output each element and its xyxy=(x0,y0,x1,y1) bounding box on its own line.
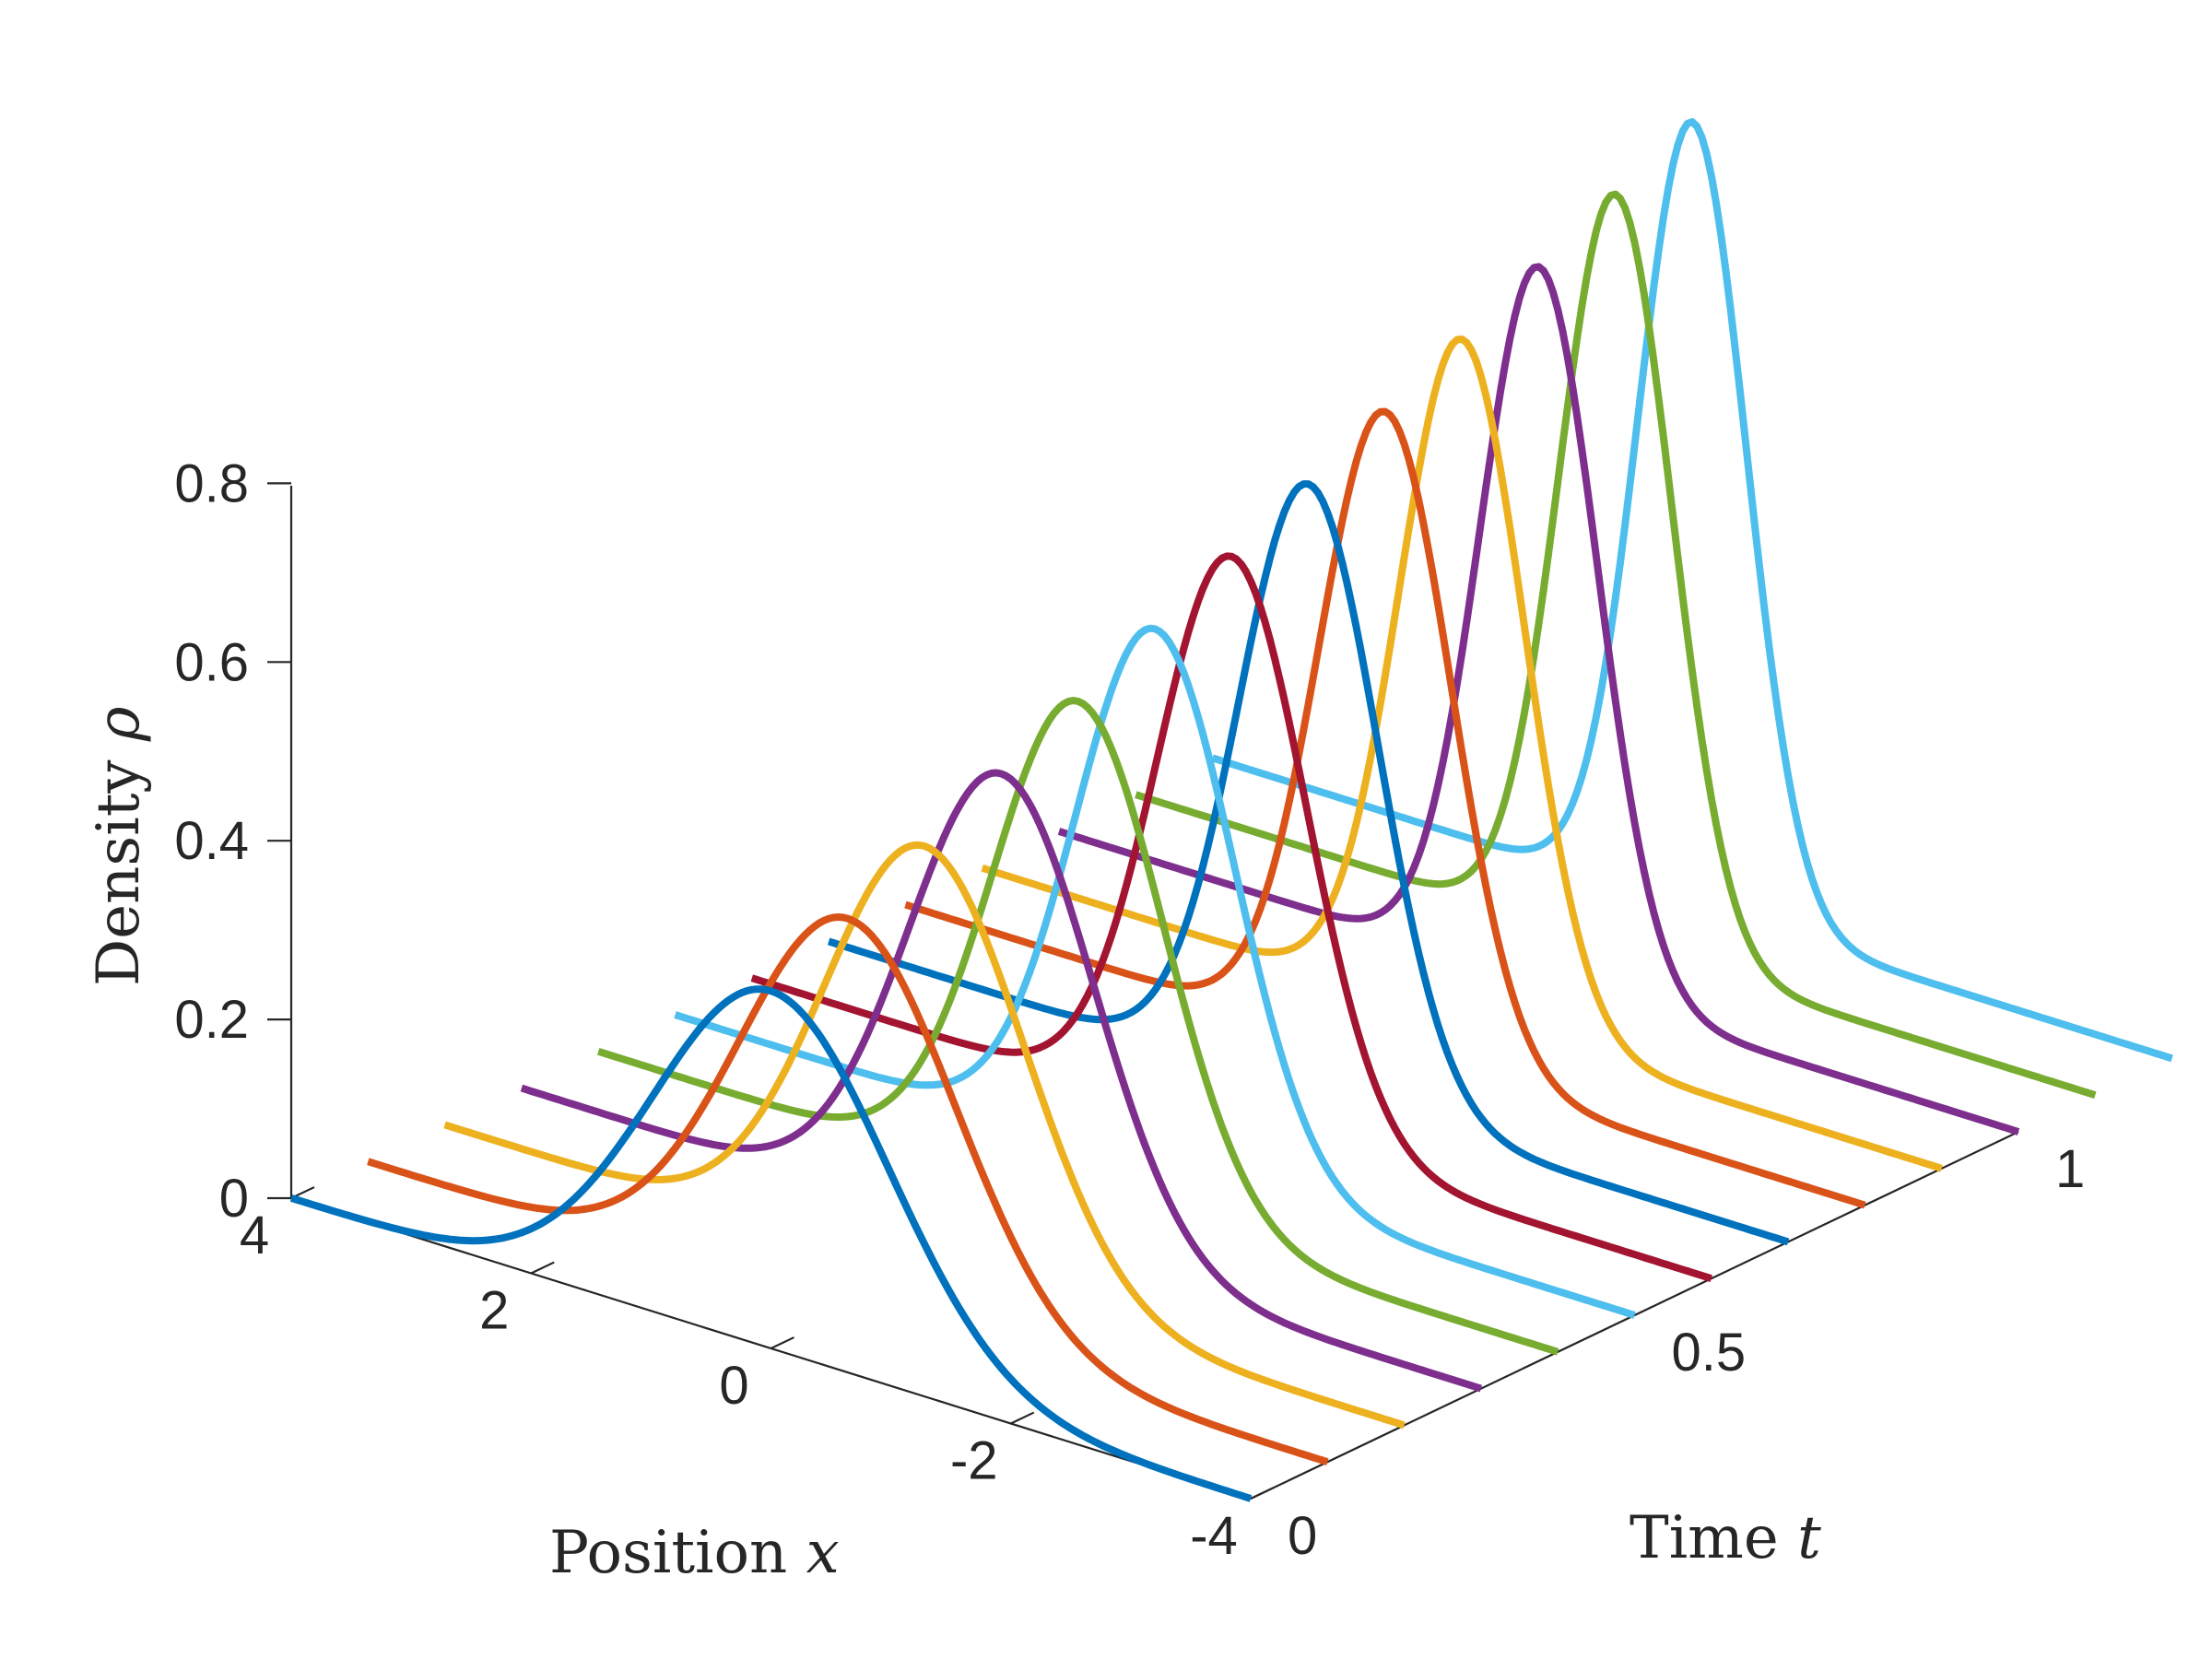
z-tick-label: 0.8 xyxy=(174,453,249,513)
ticks: 4 2 0 -2 -4 0 0.5 1 0 0.2 0.4 0.6 0.8 xyxy=(174,453,2085,1566)
density-curve xyxy=(1211,118,2173,1063)
t-tick-label: 0 xyxy=(1288,1506,1317,1566)
x-axis-label: Position x xyxy=(549,1519,840,1587)
density-curve xyxy=(827,480,1790,1246)
z-tick-label: 0.2 xyxy=(174,990,249,1050)
z-tick-label: 0 xyxy=(219,1169,249,1229)
x-tick-label: 4 xyxy=(240,1206,269,1265)
t-tick-label: 0.5 xyxy=(1672,1323,1747,1382)
density-curve xyxy=(1057,263,2020,1135)
t-axis-label: Time t xyxy=(1630,1504,1821,1572)
x-tick-mark xyxy=(771,1336,794,1349)
t-tick-label: 1 xyxy=(2055,1139,2085,1199)
density-curve xyxy=(597,697,1559,1356)
z-tick-label: 0.6 xyxy=(174,632,249,692)
density-curves xyxy=(289,118,2173,1502)
density-curve xyxy=(1135,190,2097,1100)
x-tick-label: 0 xyxy=(719,1356,748,1416)
x-tick-mark xyxy=(1010,1411,1035,1425)
x-tick-mark xyxy=(1250,1487,1275,1500)
density-curve xyxy=(981,335,1943,1172)
x-tick-mark xyxy=(530,1261,555,1275)
x-tick-label: -4 xyxy=(1190,1506,1238,1566)
density-curve xyxy=(443,841,1406,1430)
z-axis-label: Density ρ xyxy=(85,706,153,986)
density-curve xyxy=(750,552,1712,1283)
x-tick-label: -2 xyxy=(950,1431,998,1491)
axis-labels: Position x Time t Density ρ xyxy=(85,706,1821,1587)
density-curve xyxy=(904,407,1866,1209)
x-tick-label: 2 xyxy=(479,1281,509,1341)
density-curve xyxy=(674,624,1636,1319)
density-curve xyxy=(367,913,1329,1466)
z-tick-label: 0.4 xyxy=(174,811,249,871)
density-curve xyxy=(289,985,1253,1502)
